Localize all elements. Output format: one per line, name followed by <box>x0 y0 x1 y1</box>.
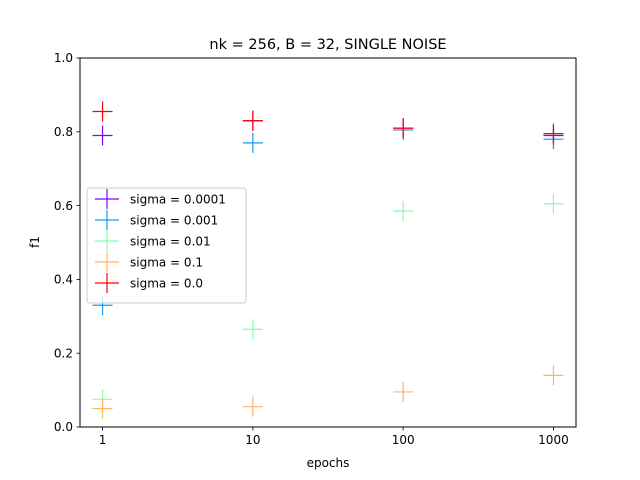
plot-area <box>79 57 577 428</box>
legend: sigma = 0.0001 sigma = 0.001 sigma = 0.01 s… <box>86 187 247 304</box>
x-tick-label: 1 <box>99 433 107 447</box>
y-tick-label: 0.6 <box>54 199 73 213</box>
legend-label: sigma = 0.001 <box>130 213 218 227</box>
data-point <box>543 123 564 144</box>
chart-title: nk = 256, B = 32, SINGLE NOISE <box>209 37 446 53</box>
data-point <box>92 125 113 146</box>
legend-item: sigma = 0.01 <box>95 231 211 251</box>
y-tick-label: 0.0 <box>54 420 73 434</box>
y-tick-label: 0.4 <box>54 273 73 287</box>
legend-label: sigma = 0.0001 <box>130 192 226 206</box>
legend-label: sigma = 0.0 <box>130 276 203 290</box>
data-point <box>242 110 263 131</box>
data-point <box>393 118 414 139</box>
x-tick-label: 1000 <box>538 433 569 447</box>
legend-label: sigma = 0.01 <box>130 234 211 248</box>
data-point <box>242 319 263 340</box>
y-tick-label: 0.8 <box>54 125 73 139</box>
y-axis-label: f1 <box>28 236 42 248</box>
legend-box <box>86 187 247 304</box>
legend-item: sigma = 0.1 <box>95 252 203 272</box>
series-group <box>92 101 564 144</box>
data-point <box>543 365 564 386</box>
y-axis: 0.0 0.2 0.4 0.6 0.8 1.0 <box>54 51 80 434</box>
legend-label: sigma = 0.1 <box>130 255 203 269</box>
x-tick-label: 10 <box>245 433 260 447</box>
y-tick-label: 0.2 <box>54 346 73 360</box>
y-tick-label: 1.0 <box>54 51 73 65</box>
data-point <box>92 101 113 122</box>
legend-item: sigma = 0.001 <box>95 210 218 230</box>
plot-frame <box>79 57 577 428</box>
data-point <box>543 193 564 214</box>
x-axis-label: epochs <box>307 456 350 470</box>
data-point <box>393 201 414 222</box>
series-group <box>92 365 564 419</box>
data-point <box>242 132 263 153</box>
legend-item: sigma = 0.0001 <box>95 189 226 209</box>
legend-item: sigma = 0.0 <box>95 273 203 293</box>
data-point <box>242 396 263 417</box>
data-point <box>393 381 414 402</box>
x-axis: 1 10 100 1000 <box>99 427 569 447</box>
data-point <box>92 398 113 419</box>
x-tick-label: 100 <box>392 433 415 447</box>
